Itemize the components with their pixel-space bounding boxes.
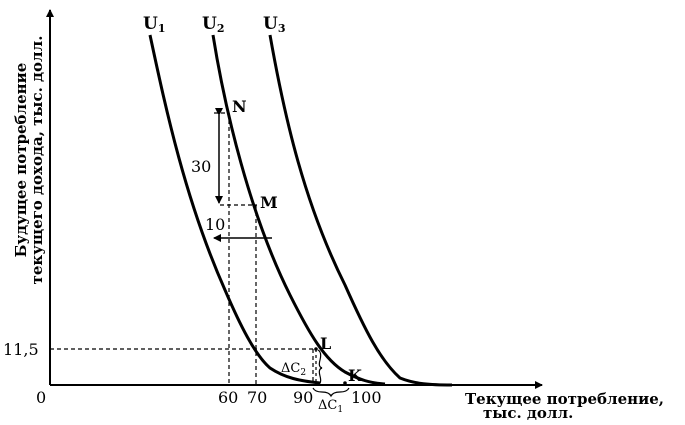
x-tick-70: 70 xyxy=(247,388,267,407)
point-l-dot xyxy=(314,347,318,351)
x-tick-100: 100 xyxy=(351,388,382,407)
curve-label-u2: U2 xyxy=(202,14,224,35)
point-label-n: N xyxy=(232,97,247,116)
delta-c1-brace xyxy=(312,387,350,398)
y-axis-title-line2: текущего дохода, тыс. долл. xyxy=(28,36,46,285)
point-label-k: K xyxy=(348,366,363,385)
x-axis-title-line1: Текущее потребление, xyxy=(465,390,664,408)
y-axis-title-line1: Будущее потребление xyxy=(12,63,30,258)
curve-u1 xyxy=(148,34,321,385)
point-k-dot xyxy=(343,381,347,385)
y-tick-115: 11,5 xyxy=(3,340,39,359)
curve-label-u3: U3 xyxy=(263,14,285,35)
x-axis-title-line2: тыс. долл. xyxy=(483,404,573,422)
curve-u2 xyxy=(211,34,386,386)
curve-label-u1: U1 xyxy=(143,14,165,35)
x-tick-90: 90 xyxy=(293,388,313,407)
arrow-label-30: 30 xyxy=(191,157,211,176)
delta-c1-label: ΔC1 xyxy=(318,398,343,415)
point-label-l: L xyxy=(320,334,331,353)
arrow-label-10: 10 xyxy=(205,215,225,234)
point-label-m: M xyxy=(260,193,278,212)
delta-c2-brace xyxy=(317,349,323,386)
delta-c2-label: ΔC2 xyxy=(281,361,306,378)
curve-u3 xyxy=(268,34,453,387)
x-tick-60: 60 xyxy=(218,388,238,407)
origin-label: 0 xyxy=(36,388,46,407)
